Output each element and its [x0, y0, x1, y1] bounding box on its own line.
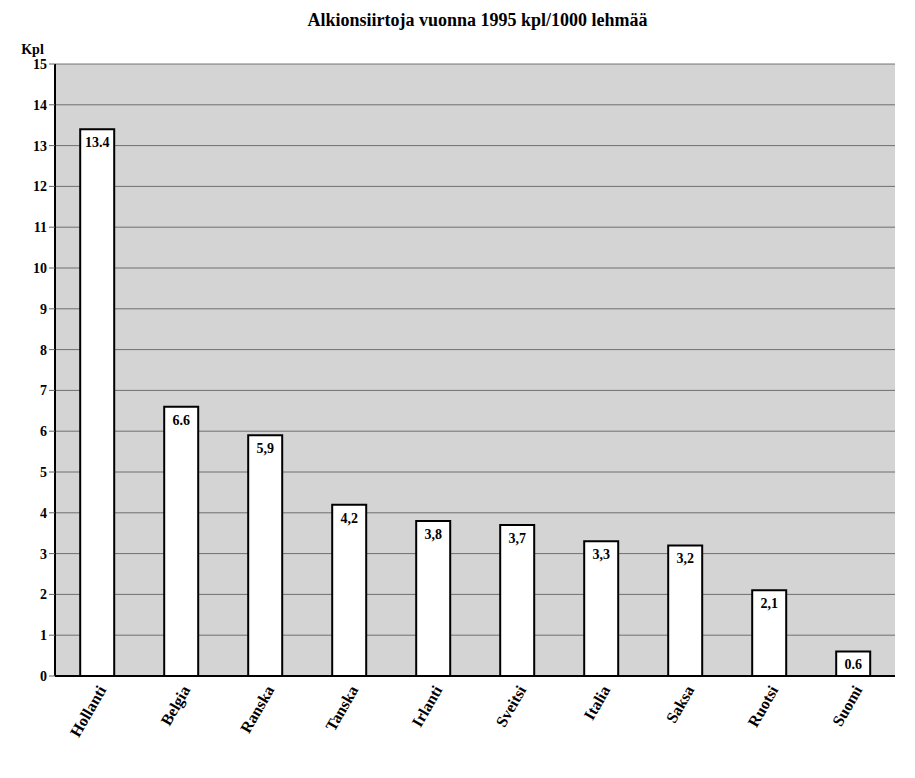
svg-text:Italia: Italia [580, 683, 613, 723]
svg-text:Ruotsi: Ruotsi [744, 682, 781, 729]
svg-text:Saksa: Saksa [663, 683, 698, 726]
svg-text:11: 11 [34, 220, 47, 235]
svg-text:3,2: 3,2 [676, 551, 694, 566]
svg-text:3: 3 [40, 547, 47, 562]
svg-text:14: 14 [33, 98, 47, 113]
svg-text:4,2: 4,2 [340, 511, 358, 526]
svg-text:4: 4 [40, 506, 47, 521]
svg-text:3,8: 3,8 [424, 527, 442, 542]
svg-text:8: 8 [40, 343, 47, 358]
svg-text:0: 0 [40, 669, 47, 684]
svg-text:Belgia: Belgia [157, 683, 194, 729]
svg-text:Irlanti: Irlanti [408, 682, 445, 729]
svg-text:6: 6 [40, 424, 47, 439]
svg-text:13.4: 13.4 [85, 135, 110, 150]
svg-text:5,9: 5,9 [256, 441, 274, 456]
svg-text:12: 12 [33, 179, 47, 194]
svg-text:Tanska: Tanska [322, 683, 361, 734]
html-text:Alkionsiirtoja vuonna 1995 kpl: Alkionsiirtoja vuonna 1995 kpl/1000 lehm… [307, 10, 648, 30]
svg-text:1: 1 [40, 628, 47, 643]
svg-text:2: 2 [40, 587, 47, 602]
svg-text:10: 10 [33, 261, 47, 276]
svg-text:Sveitsi: Sveitsi [492, 682, 529, 729]
svg-text:3,7: 3,7 [508, 531, 526, 546]
svg-text:3,3: 3,3 [592, 547, 610, 562]
svg-text:6.6: 6.6 [172, 413, 190, 428]
svg-text:Ranska: Ranska [237, 683, 278, 736]
svg-text:Kpl: Kpl [21, 42, 44, 57]
svg-text:5: 5 [40, 465, 47, 480]
svg-text:13: 13 [33, 139, 47, 154]
svg-text:7: 7 [40, 383, 47, 398]
svg-text:Hollanti: Hollanti [67, 682, 110, 739]
svg-text:9: 9 [40, 302, 47, 317]
svg-text:Suomi: Suomi [829, 682, 866, 729]
svg-text:2,1: 2,1 [760, 596, 778, 611]
svg-text:0.6: 0.6 [844, 657, 862, 672]
svg-text:15: 15 [33, 57, 47, 72]
